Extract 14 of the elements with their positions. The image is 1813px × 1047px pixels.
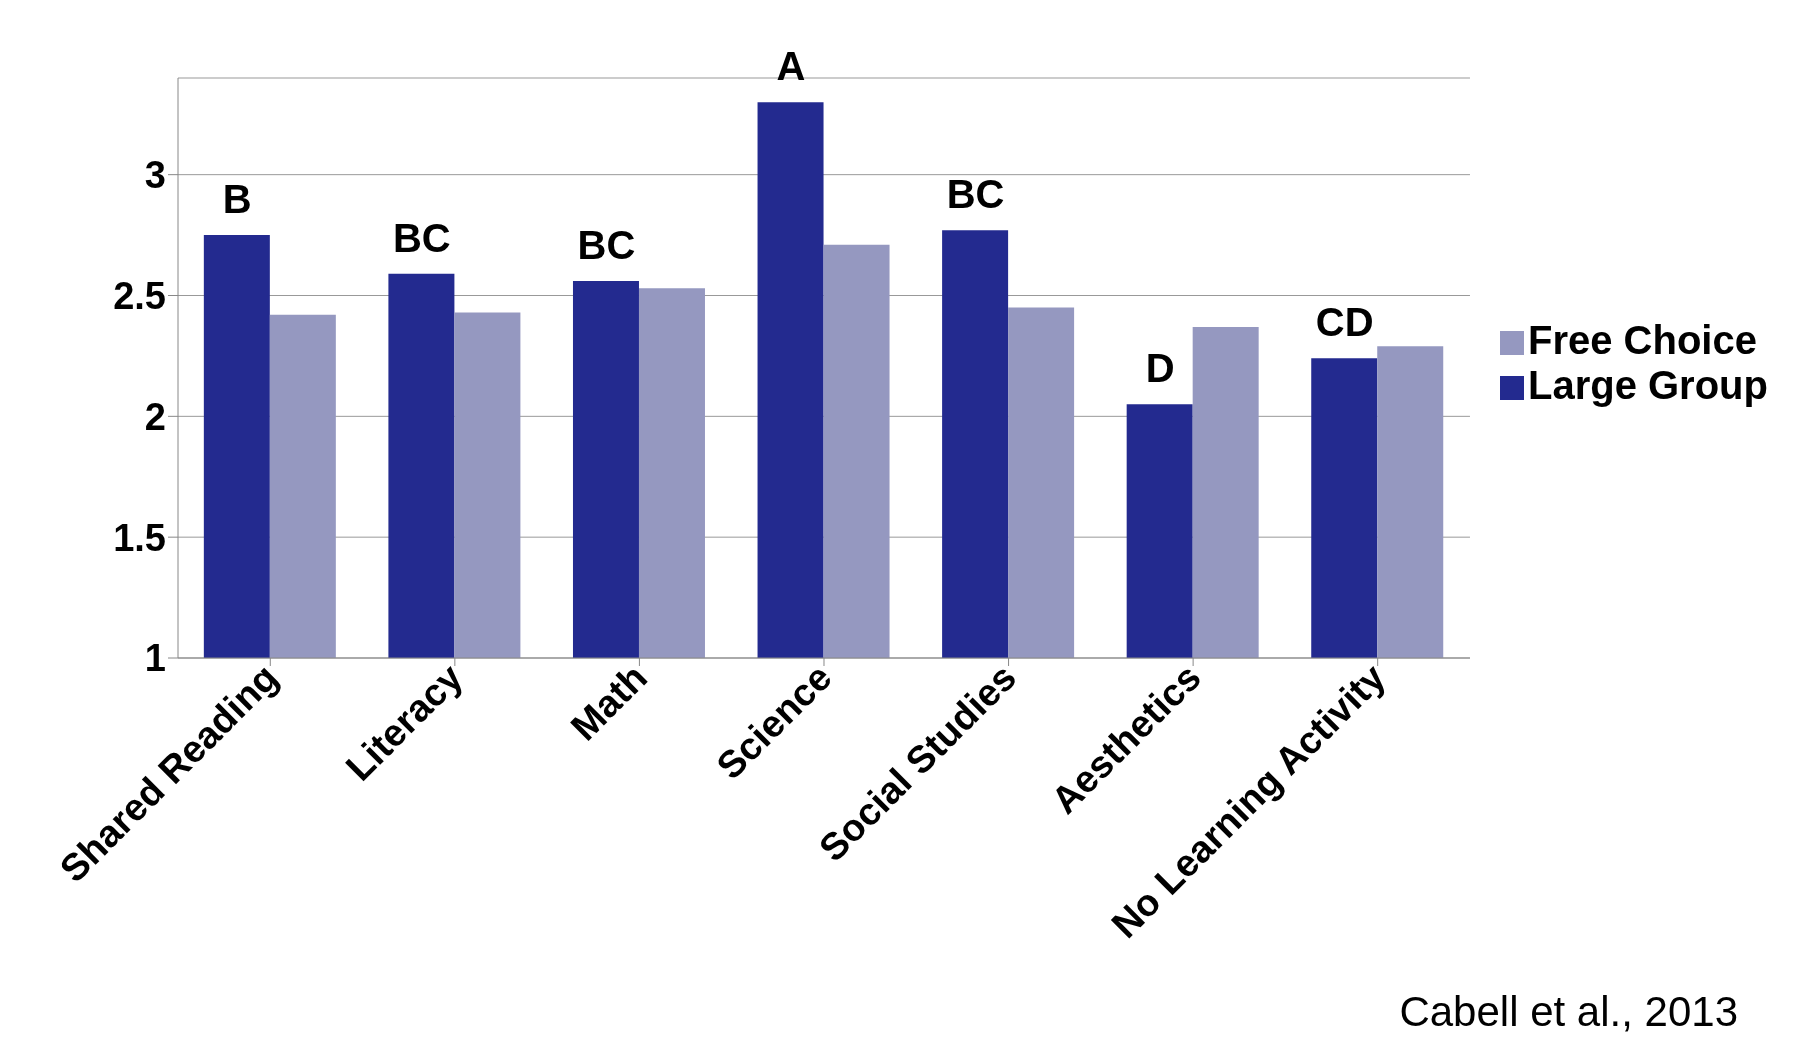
text: Cabell et al., 2013 xyxy=(1399,988,1738,1036)
y-tick-label: 3 xyxy=(144,154,166,197)
annotation: A xyxy=(776,44,806,89)
legend-label: Free Choice xyxy=(1527,318,1757,362)
legend-label: Large Group xyxy=(1527,363,1768,407)
annotation: B xyxy=(222,177,252,222)
annotation: BC xyxy=(946,172,1005,217)
y-tick-label: 2 xyxy=(144,395,166,438)
annotation: BC xyxy=(392,215,451,260)
annotation: D xyxy=(1145,346,1175,391)
annotation: BC xyxy=(577,223,636,267)
y-tick-label: 1.5 xyxy=(113,516,166,559)
y-tick-label: 2.5 xyxy=(113,274,166,317)
annotation: CD xyxy=(1315,300,1374,345)
